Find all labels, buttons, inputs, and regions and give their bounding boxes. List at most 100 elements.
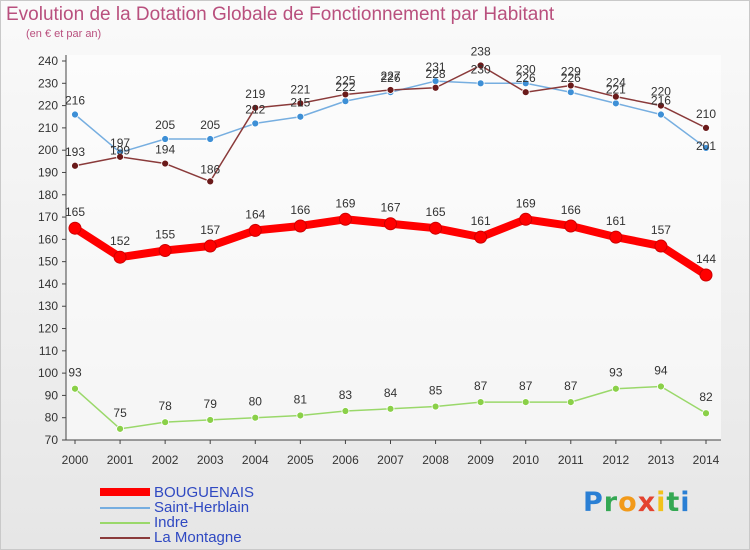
data-label-la-montagne: 186	[200, 162, 220, 176]
legend-swatch-indre	[100, 522, 150, 524]
data-point-saint-herblain	[341, 97, 350, 106]
logo-letter: i	[680, 487, 691, 518]
data-label-bouguenais: 165	[65, 205, 85, 219]
data-label-bouguenais: 166	[561, 203, 581, 217]
chart-subtitle: (en € et par an)	[26, 28, 102, 40]
data-label-saint-herblain: 201	[696, 139, 716, 153]
y-tick-label: 140	[38, 277, 58, 291]
data-label-bouguenais: 165	[426, 205, 446, 219]
data-label-bouguenais: 169	[516, 196, 536, 210]
legend-label-bouguenais: BOUGUENAIS	[154, 484, 255, 501]
data-point-la-montagne	[116, 152, 124, 161]
data-label-saint-herblain: 205	[155, 118, 175, 132]
data-label-indre: 93	[68, 366, 82, 380]
logo-letter: r	[603, 487, 619, 518]
data-point-saint-herblain	[206, 135, 215, 143]
data-point-la-montagne	[71, 161, 79, 170]
data-point-bouguenais	[474, 230, 488, 244]
data-label-indre: 75	[113, 406, 127, 420]
data-label-bouguenais: 144	[696, 252, 716, 266]
data-label-bouguenais: 157	[200, 223, 220, 237]
x-tick-label: 2005	[287, 453, 314, 467]
x-tick-label: 2002	[152, 453, 179, 467]
data-label-la-montagne: 193	[65, 145, 85, 159]
y-tick-label: 220	[38, 99, 58, 113]
data-label-saint-herblain: 199	[110, 143, 130, 157]
logo-letter: x	[637, 487, 657, 518]
data-label-indre: 80	[249, 395, 263, 409]
y-tick-label: 90	[45, 388, 59, 402]
x-tick-label: 2010	[512, 453, 539, 467]
data-point-bouguenais	[699, 268, 713, 282]
data-point-la-montagne	[251, 103, 260, 112]
x-tick-label: 2001	[107, 453, 134, 467]
data-label-saint-herblain: 226	[561, 71, 581, 85]
data-point-la-montagne	[702, 123, 710, 132]
data-point-bouguenais	[519, 212, 533, 226]
y-tick-label: 150	[38, 255, 58, 269]
data-label-la-montagne: 226	[516, 71, 536, 85]
y-tick-label: 110	[39, 344, 58, 358]
data-point-indre	[431, 402, 440, 411]
data-point-indre	[611, 384, 620, 393]
data-label-indre: 84	[384, 386, 398, 400]
data-point-la-montagne	[386, 86, 395, 94]
data-point-la-montagne	[296, 99, 305, 108]
data-label-la-montagne: 197	[110, 136, 130, 150]
data-label-saint-herblain: 231	[426, 60, 446, 74]
data-label-indre: 82	[699, 390, 713, 404]
data-point-la-montagne	[341, 90, 350, 99]
y-tick-label: 240	[38, 54, 58, 68]
y-tick-label: 120	[38, 322, 58, 336]
y-tick-label: 70	[45, 433, 59, 447]
legend-swatch-bouguenais	[100, 488, 150, 496]
data-point-bouguenais	[564, 219, 578, 233]
y-tick-label: 190	[38, 165, 58, 179]
data-label-saint-herblain: 205	[200, 118, 220, 132]
data-label-la-montagne: 224	[606, 76, 626, 90]
data-label-saint-herblain: 230	[471, 62, 491, 76]
data-point-bouguenais	[158, 244, 172, 257]
data-point-bouguenais	[68, 221, 82, 235]
data-point-la-montagne	[476, 61, 485, 70]
y-tick-label: 230	[38, 76, 58, 90]
y-tick-label: 100	[38, 366, 58, 380]
data-label-saint-herblain: 226	[380, 71, 400, 85]
data-point-saint-herblain	[521, 79, 530, 88]
chart-title: Evolution de la Dotation Globale de Fonc…	[6, 4, 555, 25]
data-point-indre	[71, 384, 79, 393]
x-tick-label: 2003	[197, 453, 224, 467]
data-point-bouguenais	[609, 230, 623, 244]
data-point-indre	[161, 418, 170, 427]
data-point-saint-herblain	[657, 110, 665, 119]
data-point-saint-herblain	[702, 144, 710, 152]
data-label-bouguenais: 161	[471, 214, 491, 228]
data-point-la-montagne	[431, 83, 440, 92]
x-tick-label: 2004	[242, 453, 269, 467]
y-tick-label: 130	[38, 299, 58, 313]
data-point-indre	[657, 382, 665, 391]
data-point-saint-herblain	[611, 99, 620, 108]
x-tick-label: 2014	[693, 453, 720, 467]
x-tick-label: 2012	[603, 453, 630, 467]
x-tick-label: 2008	[422, 453, 449, 467]
data-point-bouguenais	[293, 219, 307, 233]
data-point-saint-herblain	[161, 135, 170, 143]
data-point-indre	[251, 413, 260, 422]
data-label-bouguenais: 164	[245, 207, 265, 221]
data-label-indre: 81	[294, 392, 308, 406]
data-point-indre	[341, 407, 350, 415]
legend-label-saint-herblain: Saint-Herblain	[154, 499, 250, 516]
data-label-la-montagne: 225	[335, 73, 355, 87]
data-point-indre	[521, 398, 530, 407]
data-label-saint-herblain: 215	[290, 96, 310, 110]
data-point-bouguenais	[338, 212, 352, 226]
data-label-indre: 78	[158, 399, 172, 413]
logo-letter: i	[656, 487, 667, 518]
data-label-indre: 85	[429, 384, 443, 398]
x-tick-label: 2009	[467, 453, 494, 467]
data-point-la-montagne	[206, 177, 215, 186]
data-label-bouguenais: 157	[651, 223, 671, 237]
data-point-bouguenais	[113, 250, 127, 264]
data-label-saint-herblain: 216	[65, 94, 85, 108]
